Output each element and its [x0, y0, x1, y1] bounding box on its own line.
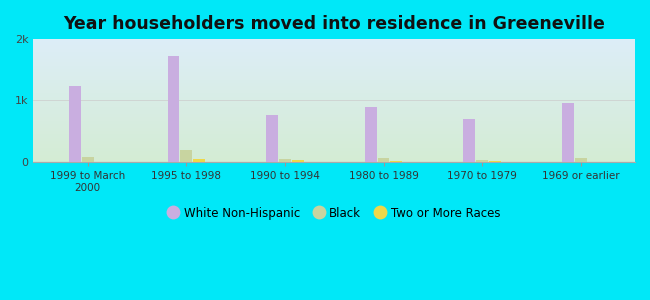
Legend: White Non-Hispanic, Black, Two or More Races: White Non-Hispanic, Black, Two or More R…	[163, 202, 505, 225]
Bar	[69, 86, 81, 162]
Bar	[391, 161, 402, 162]
Bar	[266, 115, 278, 162]
Bar	[562, 103, 574, 162]
Bar	[168, 56, 179, 162]
Bar	[476, 160, 488, 162]
Title: Year householders moved into residence in Greeneville: Year householders moved into residence i…	[63, 15, 605, 33]
Bar	[378, 158, 389, 162]
Bar	[279, 159, 291, 162]
Bar	[82, 157, 94, 162]
Bar	[463, 119, 475, 162]
Bar	[575, 158, 587, 162]
Bar	[365, 106, 376, 162]
Bar	[292, 160, 304, 162]
Bar	[489, 161, 501, 162]
Bar	[193, 159, 205, 162]
Bar	[181, 150, 192, 162]
